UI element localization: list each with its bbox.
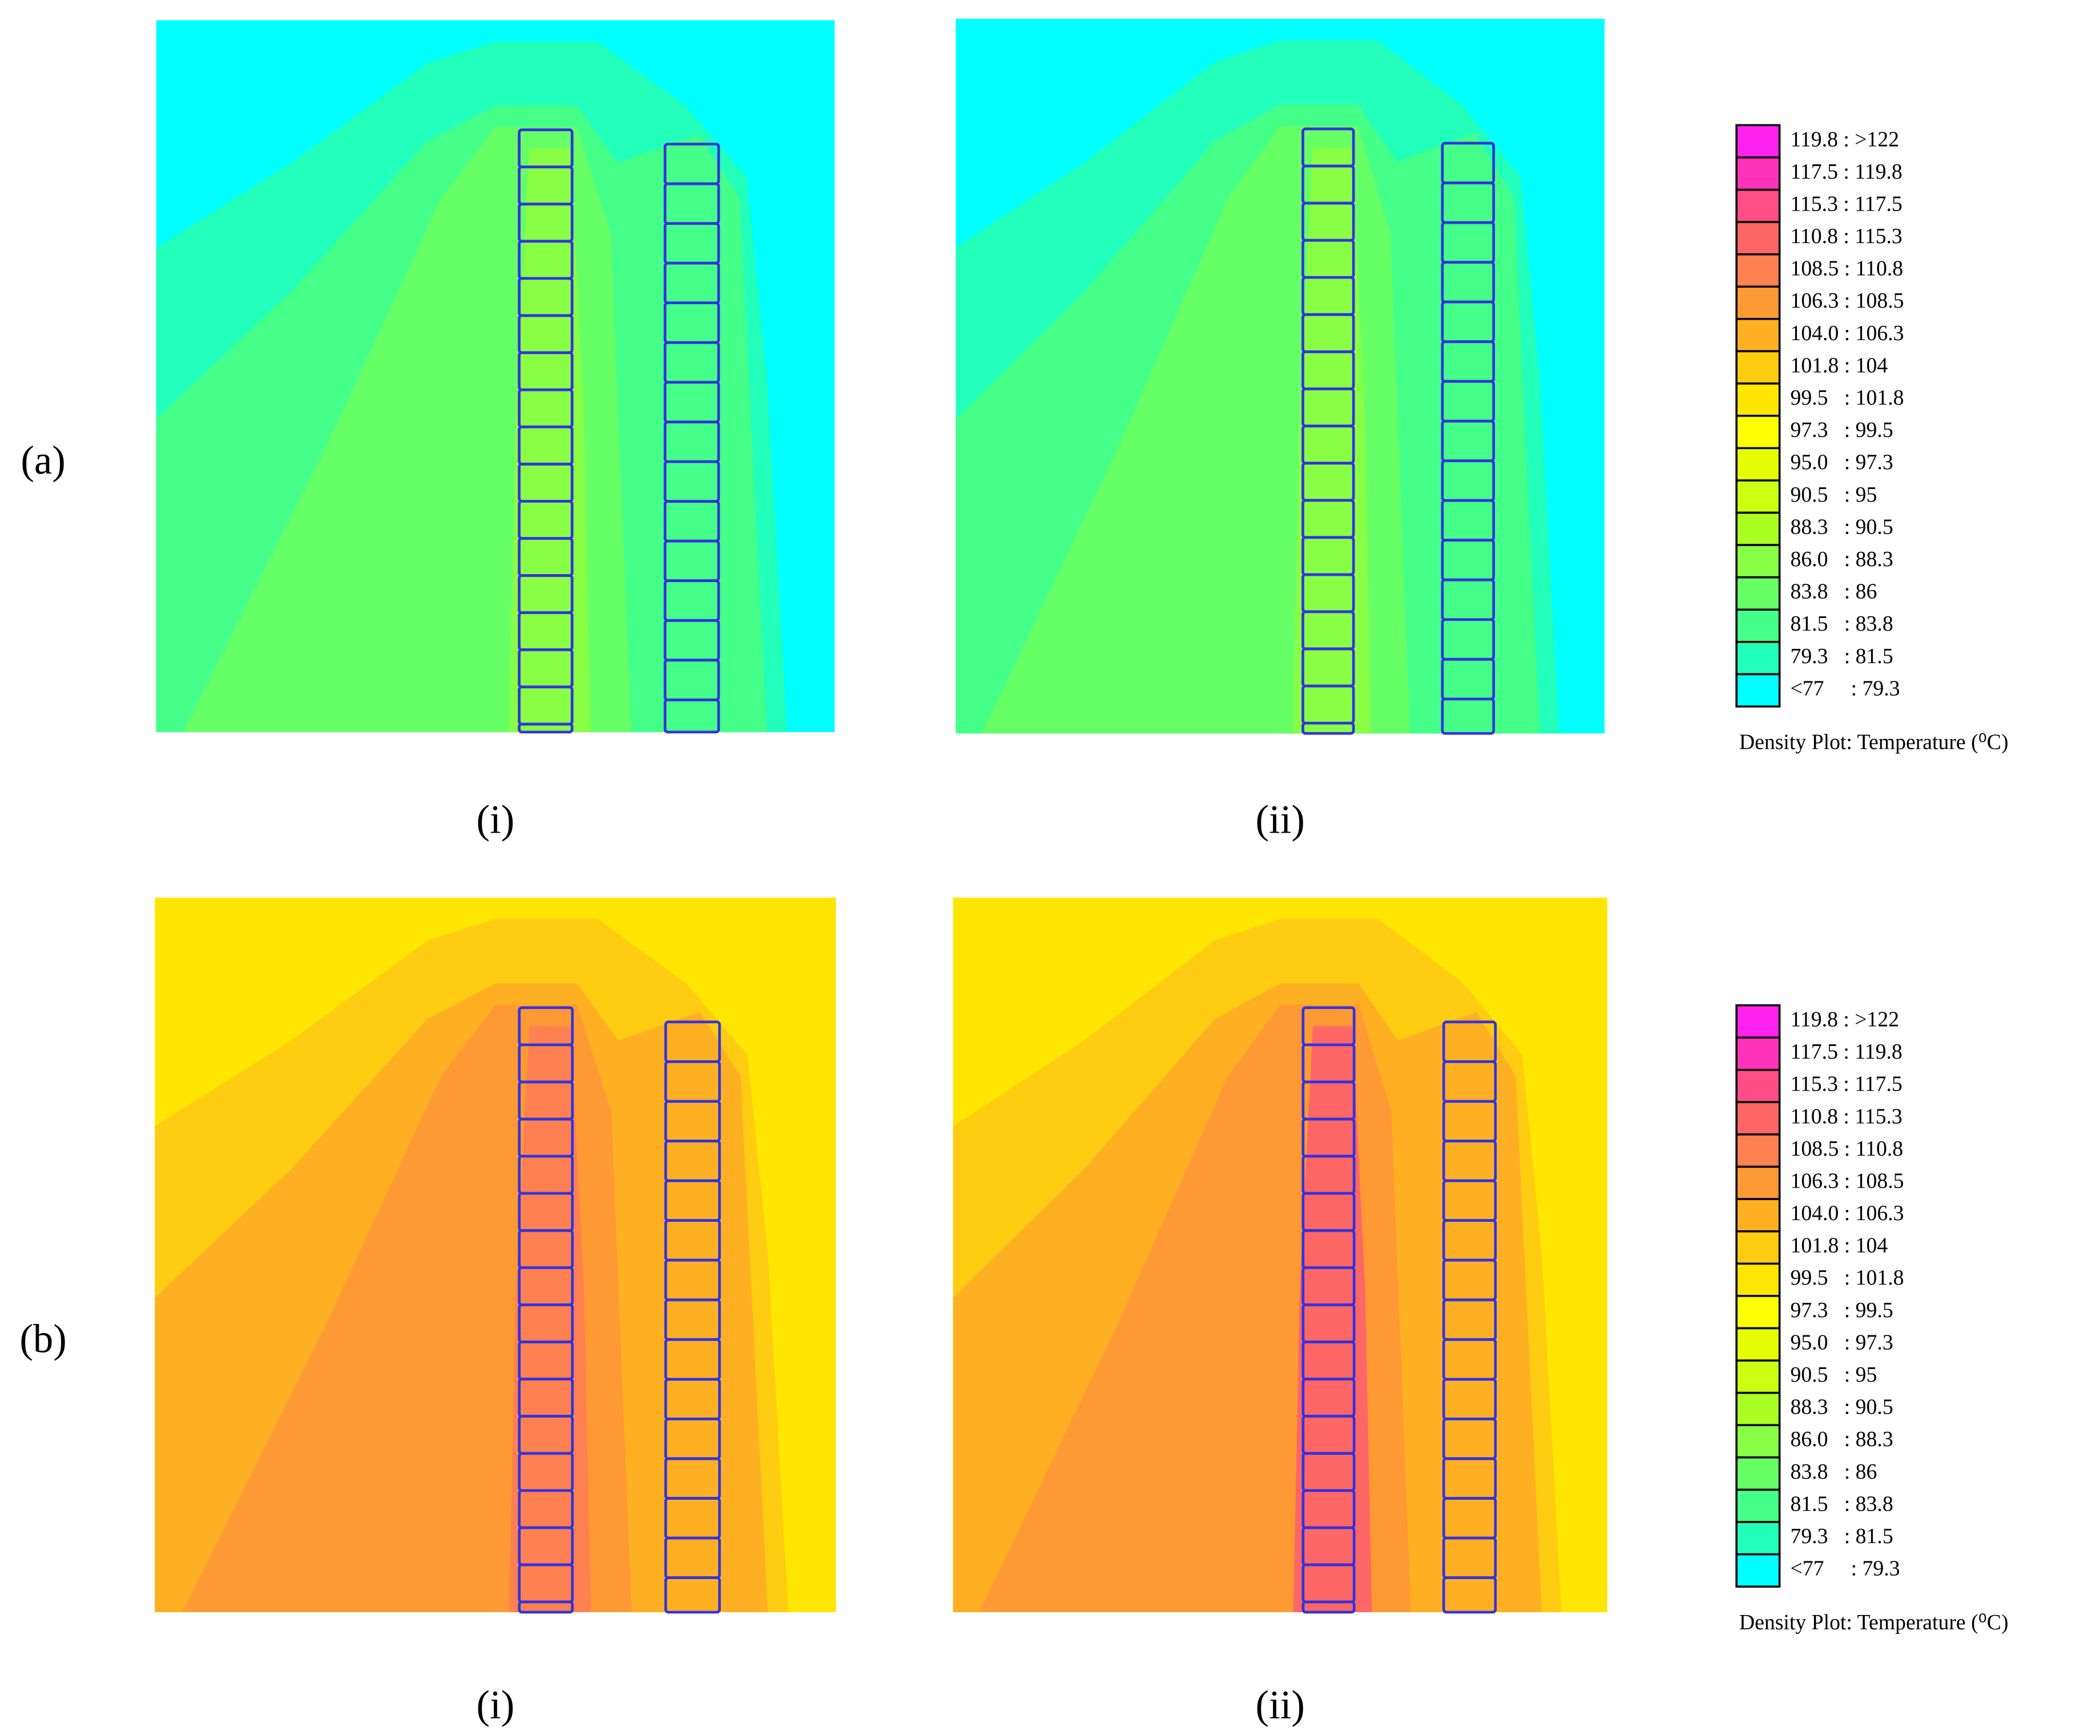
legend-swatch	[1735, 447, 1781, 482]
legend-swatch	[1735, 1456, 1781, 1491]
legend-swatch	[1735, 673, 1781, 708]
legend-label: 97.3 : 99.5	[1790, 1298, 1893, 1322]
legend-swatch	[1735, 188, 1781, 223]
legend-label: 97.3 : 99.5	[1790, 418, 1893, 442]
density-plot	[956, 19, 1605, 735]
legend-label: 95.0 : 97.3	[1790, 1330, 1893, 1354]
contour-region	[509, 148, 591, 732]
panel-label: (ii)	[1256, 797, 1305, 842]
legend-swatch	[1735, 1553, 1781, 1588]
legend-label: 110.8 : 115.3	[1790, 1104, 1902, 1128]
contour-region	[509, 1026, 591, 1613]
legend-label: 99.5 : 101.8	[1790, 1266, 1904, 1290]
legend-label: 117.5 : 119.8	[1790, 160, 1902, 184]
legend-label: 83.8 : 86	[1790, 580, 1877, 604]
conductor-cell	[518, 722, 574, 734]
legend-swatch	[1735, 641, 1781, 676]
legend-swatch	[1735, 1230, 1781, 1265]
legend-swatch	[1735, 382, 1781, 417]
legend-label: 90.5 : 95	[1790, 1363, 1877, 1387]
legend-label: 79.3 : 81.5	[1790, 1524, 1893, 1548]
legend-label: <77 : 79.3	[1790, 676, 1900, 700]
legend-swatch	[1735, 1198, 1781, 1233]
legend-label: 115.3 : 117.5	[1790, 1072, 1902, 1096]
legend-label: 101.8 : 104	[1790, 353, 1888, 377]
panel-label: (ii)	[1256, 1683, 1305, 1727]
legend-label: 108.5 : 110.8	[1790, 1137, 1903, 1161]
legend-swatch	[1735, 576, 1781, 611]
panel-label: (i)	[477, 797, 515, 842]
legend-swatch	[1735, 221, 1781, 256]
legend-title: Density Plot: Temperature (⁰C)	[1739, 1610, 2009, 1634]
legend-swatch	[1735, 1295, 1781, 1330]
legend-label: 95.0 : 97.3	[1790, 450, 1893, 474]
conductor-cell	[1441, 697, 1496, 735]
legend-swatch	[1735, 608, 1781, 643]
legend-swatch	[1735, 124, 1781, 159]
conductor-cell	[664, 1576, 721, 1614]
legend-label: 86.0 : 88.3	[1790, 547, 1893, 571]
legend-label: 115.3 : 117.5	[1790, 192, 1902, 216]
legend-swatch	[1735, 253, 1781, 288]
row-label: (b)	[19, 1317, 66, 1362]
legend-label: 119.8 : >122	[1790, 127, 1899, 151]
legend-swatch	[1735, 1521, 1781, 1556]
density-plot	[155, 897, 836, 1614]
contour-region	[1293, 147, 1371, 734]
legend-swatch	[1735, 156, 1781, 191]
legend-label: 83.8 : 86	[1790, 1460, 1877, 1484]
legend-label: 119.8 : >122	[1790, 1007, 1899, 1031]
legend-label: 99.5 : 101.8	[1790, 386, 1904, 410]
contour-region	[1293, 1026, 1372, 1613]
legend-label: 81.5 : 83.8	[1790, 1492, 1893, 1516]
legend-label: 104.0 : 106.3	[1790, 1201, 1904, 1225]
legend-swatch	[1735, 1262, 1781, 1297]
legend-swatch	[1735, 544, 1781, 579]
legend-swatch	[1735, 414, 1781, 450]
legend-swatch	[1735, 318, 1781, 353]
legend-swatch	[1735, 479, 1781, 514]
legend-swatch	[1735, 350, 1781, 385]
panel-label: (i)	[477, 1683, 515, 1727]
legend-swatch	[1735, 1101, 1781, 1136]
conductor-cell	[663, 698, 720, 734]
legend-swatch	[1735, 1068, 1781, 1104]
legend-label: 117.5 : 119.8	[1790, 1040, 1902, 1064]
legend-swatch	[1735, 285, 1781, 320]
legend-label: 81.5 : 83.8	[1790, 612, 1893, 636]
density-plot	[953, 897, 1607, 1614]
legend-label: 79.3 : 81.5	[1790, 644, 1893, 668]
legend-label: 90.5 : 95	[1790, 483, 1877, 507]
legend-swatch	[1735, 1036, 1781, 1071]
legend-swatch	[1735, 511, 1781, 546]
legend-label: 108.5 : 110.8	[1790, 257, 1903, 281]
legend-label: 106.3 : 108.5	[1790, 289, 1904, 313]
legend-swatch	[1735, 1359, 1781, 1394]
legend-title: Density Plot: Temperature (⁰C)	[1739, 730, 2009, 754]
legend-swatch	[1735, 1165, 1781, 1200]
legend-label: 88.3 : 90.5	[1790, 515, 1893, 539]
legend-swatch	[1735, 1488, 1781, 1523]
row-label: (a)	[21, 438, 66, 483]
conductor-cell	[1301, 721, 1355, 735]
legend-label: <77 : 79.3	[1790, 1557, 1900, 1581]
legend-label: 106.3 : 108.5	[1790, 1169, 1904, 1193]
legend-swatch	[1735, 1004, 1781, 1039]
legend-label: 88.3 : 90.5	[1790, 1395, 1893, 1419]
legend-label: 86.0 : 88.3	[1790, 1427, 1893, 1451]
legend-label: 104.0 : 106.3	[1790, 321, 1904, 345]
conductor-cell	[518, 1600, 574, 1614]
conductor-cell	[1442, 1576, 1497, 1614]
conductor-cell	[1301, 1600, 1356, 1614]
legend-label: 101.8 : 104	[1790, 1234, 1888, 1258]
density-plot	[156, 20, 835, 734]
legend-swatch	[1735, 1391, 1781, 1427]
legend-label: 110.8 : 115.3	[1790, 224, 1902, 248]
legend-swatch	[1735, 1133, 1781, 1168]
legend-swatch	[1735, 1327, 1781, 1362]
legend-swatch	[1735, 1424, 1781, 1459]
